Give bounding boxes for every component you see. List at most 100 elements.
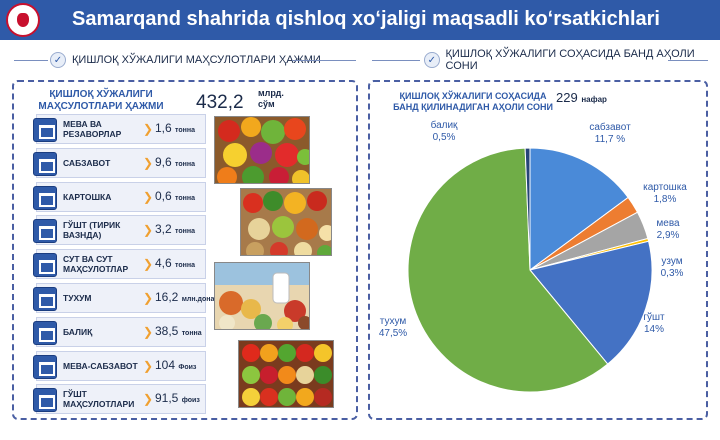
product-value-number: 0,6 <box>155 188 172 203</box>
document-icon <box>33 253 57 278</box>
product-value: 38,5 тонна <box>155 324 202 338</box>
pie-label: балиқ 0,5% <box>431 120 458 144</box>
chevron-right-icon: ❯ <box>143 291 154 305</box>
pie-label-value: 47,5% <box>378 328 408 339</box>
dairy-photo <box>214 262 310 330</box>
product-value: 1,6 тонна <box>155 121 195 135</box>
product-label: ГЎШТ (ТИРИК ВАЗНДА) <box>63 220 121 241</box>
left-heading: ҚИШЛОҚ ХЎЖАЛИГИ МАҲСУЛОТЛАРИ ҲАЖМИ <box>38 89 164 112</box>
product-row: ГЎШТ МАҲСУЛОТЛАРИ ❯ 91,5 фоиз <box>33 384 206 415</box>
pie-label: картошка 1,8% <box>643 182 687 206</box>
document-icon <box>33 219 57 244</box>
product-value-number: 3,2 <box>155 222 172 237</box>
product-label: МЕВА ВА РЕЗАВОРЛАР <box>63 119 122 139</box>
product-value-number: 9,6 <box>155 154 172 169</box>
right-total: 229 нафар <box>556 90 607 105</box>
check-icon: ✓ <box>424 52 440 68</box>
pie-label-name: тухум <box>379 316 407 327</box>
product-value-number: 104 <box>155 357 176 372</box>
emblem-logo <box>6 3 40 37</box>
product-row: ГЎШТ (ТИРИК ВАЗНДА) ❯ 3,2 тонна <box>33 215 206 246</box>
document-icon <box>33 118 57 142</box>
pie-label-value: 14% <box>643 324 664 335</box>
product-row: МЕВА ВА РЕЗАВОРЛАР ❯ 1,6 тонна <box>33 114 206 144</box>
product-row: БАЛИҚ ❯ 38,5 тонна <box>33 316 206 347</box>
product-row: САБЗАВОТ ❯ 9,6 тонна <box>33 147 206 178</box>
section-divider <box>292 60 356 61</box>
product-value: 3,2 тонна <box>155 222 195 236</box>
product-value-unit: млн.дона <box>181 296 215 303</box>
product-value: 16,2 млн.дона <box>155 290 214 304</box>
pie-label-value: 11,7 % <box>594 134 626 145</box>
product-value-unit: фоиз <box>181 397 200 405</box>
pie-slice-сабзавот <box>529 147 629 271</box>
pie-label-value: 0,5% <box>432 132 456 143</box>
product-value-number: 16,2 <box>155 290 179 304</box>
document-icon <box>33 185 57 210</box>
pie-label-value: 2,9% <box>656 230 680 241</box>
pie-slice-балиқ <box>524 147 531 271</box>
right-total-unit: нафар <box>581 95 607 104</box>
right-heading: ҚИШЛОҚ ХЎЖАЛИГИ СОҲАСИДА БАНД ҚИЛИНАДИГА… <box>393 91 553 112</box>
right-total-value: 229 <box>556 90 578 105</box>
left-total-unit: млрд. сўм <box>258 88 284 109</box>
product-label: ТУХУМ <box>63 293 92 303</box>
product-value-number: 4,6 <box>155 256 172 271</box>
pie-slice-гўшт <box>529 240 653 365</box>
product-label: САБЗАВОТ <box>63 157 111 168</box>
product-value-unit: тонна <box>175 194 195 202</box>
chevron-right-icon: ❯ <box>143 324 154 339</box>
fruit-photo <box>214 116 310 184</box>
pie-slice-тухум <box>407 147 609 393</box>
chevron-right-icon: ❯ <box>143 223 154 238</box>
pie-label-name: балиқ <box>430 120 458 131</box>
left-section-label: ✓ ҚИШЛОҚ ХЎЖАЛИГИ МАҲСУЛОТЛАРИ ҲАЖМИ <box>50 50 321 70</box>
product-row: СУТ ВА СУТ МАҲСУЛОТЛАР ❯ 4,6 тонна <box>33 249 206 280</box>
product-label: ГЎШТ МАҲСУЛОТЛАРИ <box>63 389 135 410</box>
product-value-unit: тонна <box>175 160 195 168</box>
product-row: МЕВА-САБЗАВОТ ❯ 104 Фоиз <box>33 350 206 381</box>
pie-label-name: узум <box>661 256 683 267</box>
product-label: СУТ ВА СУТ МАҲСУЛОТЛАР <box>63 254 129 275</box>
page-title: Samarqand shahrida qishloq xoʻjaligi maq… <box>72 8 660 30</box>
chevron-right-icon: ❯ <box>143 155 154 170</box>
check-icon: ✓ <box>50 52 66 68</box>
chevron-right-icon: ❯ <box>143 392 154 407</box>
document-icon <box>33 287 57 311</box>
chevron-right-icon: ❯ <box>143 257 154 272</box>
document-icon <box>33 320 57 345</box>
product-value: 91,5 фоиз <box>155 391 200 405</box>
product-value-unit: тонна <box>181 329 202 337</box>
pie-label-name: гўшт <box>643 312 665 323</box>
pie-label: мева 2,9% <box>656 218 679 242</box>
product-label: БАЛИҚ <box>63 326 93 337</box>
product-value-number: 1,6 <box>155 121 172 135</box>
pie-label: узум 0,3% <box>661 256 684 280</box>
document-icon <box>33 151 57 176</box>
product-value-unit: Фоиз <box>178 363 197 371</box>
pie-label-value: 1,8% <box>653 194 677 205</box>
product-value: 4,6 тонна <box>155 256 195 270</box>
product-label: МЕВА-САБЗАВОТ <box>63 360 138 371</box>
chevron-right-icon: ❯ <box>143 122 154 136</box>
vegetable-photo <box>240 188 332 256</box>
document-icon <box>33 354 57 379</box>
product-label: КАРТОШКА <box>63 191 112 202</box>
pie-label: сабзавот 11,7 % <box>589 122 630 146</box>
product-value-number: 38,5 <box>155 323 179 338</box>
left-section-label-text: ҚИШЛОҚ ХЎЖАЛИГИ МАҲСУЛОТЛАРИ ҲАЖМИ <box>72 54 321 66</box>
product-value: 9,6 тонна <box>155 155 195 169</box>
product-value: 104 Фоиз <box>155 358 196 372</box>
section-divider <box>372 60 420 61</box>
right-section-label-text: ҚИШЛОҚ ХЎЖАЛИГИ СОҲАСИДА БАНД АҲОЛИ СОНИ <box>445 48 695 72</box>
right-section-label: ✓ ҚИШЛОҚ ХЎЖАЛИГИ СОҲАСИДА БАНД АҲОЛИ СО… <box>424 48 720 72</box>
pie-label-name: картошка <box>643 182 687 193</box>
pie-label: гўшт 14% <box>643 312 664 336</box>
pie-label-name: сабзавот <box>589 122 631 133</box>
product-value: 0,6 тонна <box>155 189 195 203</box>
section-divider <box>14 60 48 61</box>
product-row: КАРТОШКА ❯ 0,6 тонна <box>33 181 206 212</box>
chevron-right-icon: ❯ <box>143 358 154 373</box>
product-value-unit: тонна <box>175 127 195 134</box>
pie-label-name: мева <box>656 218 680 229</box>
